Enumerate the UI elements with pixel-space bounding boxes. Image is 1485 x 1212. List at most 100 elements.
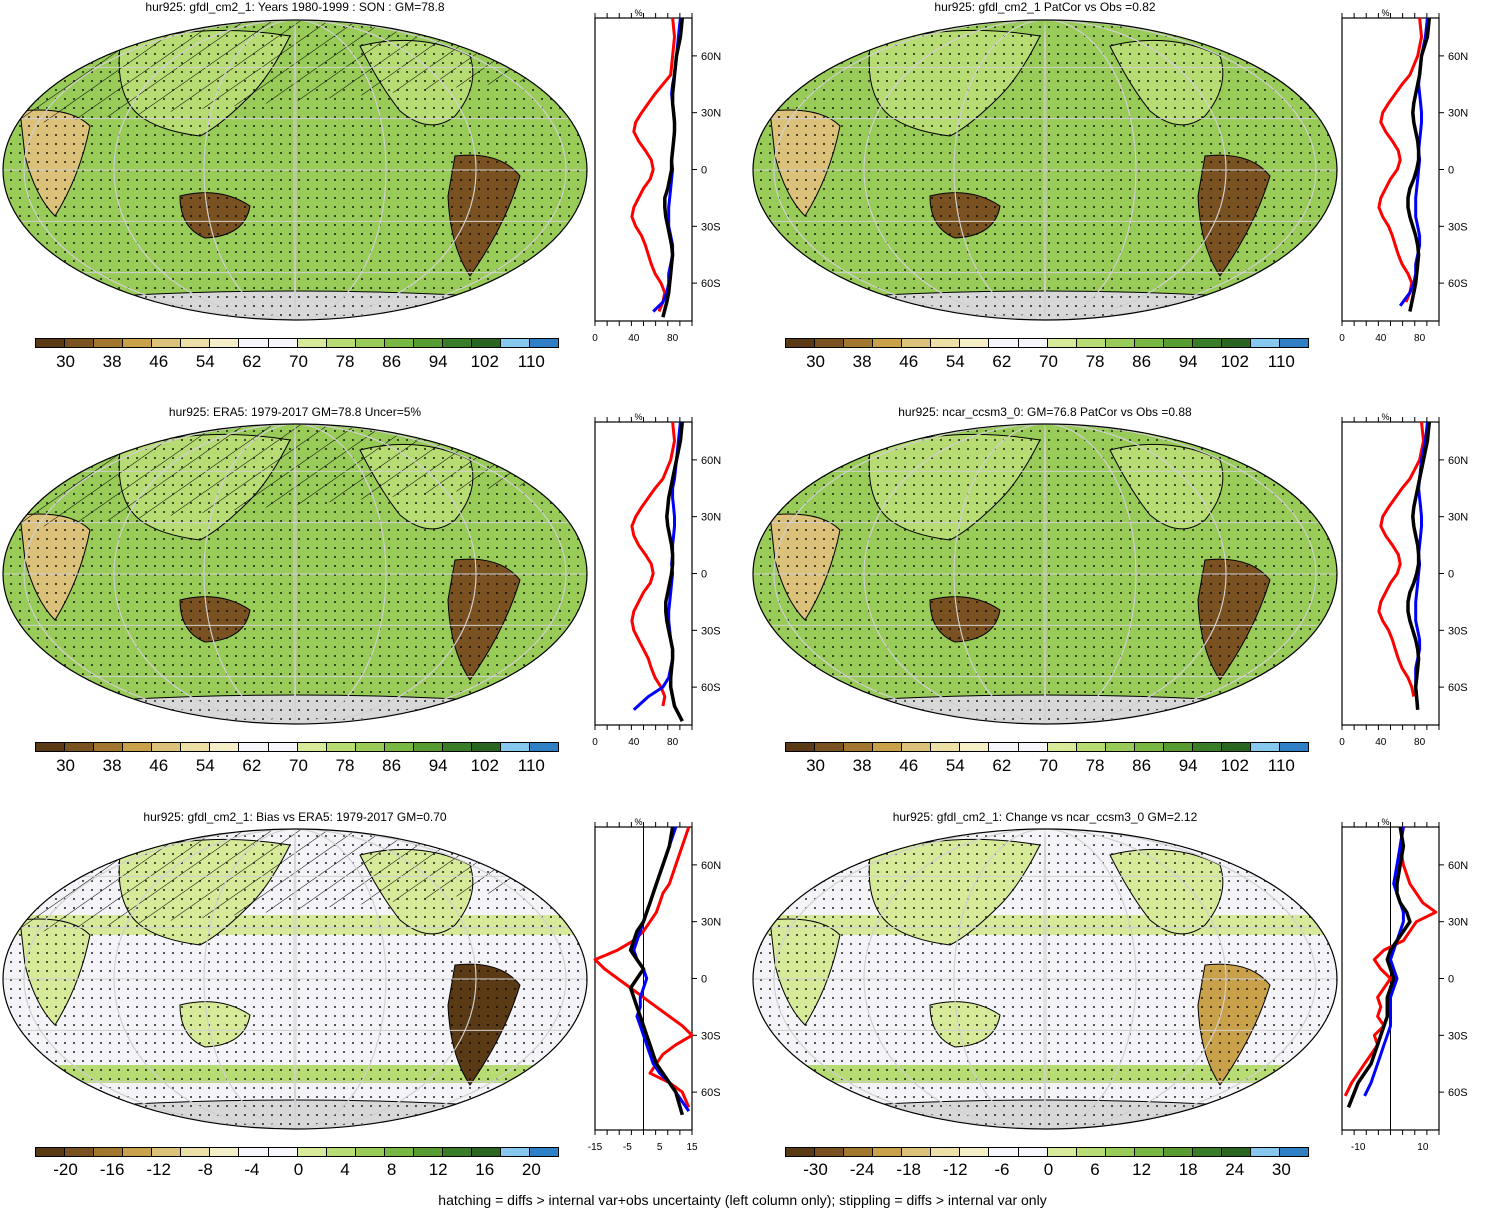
profile-series-black — [664, 421, 685, 723]
colorbar-swatch — [326, 339, 356, 347]
profile-unit: % — [634, 8, 642, 18]
x-tick-label: 15 — [686, 1142, 698, 1153]
graticule-line — [203, 20, 387, 320]
colorbar-swatch — [1192, 743, 1222, 751]
colorbar-swatch — [1076, 743, 1106, 751]
colorbar-tick-label: 94 — [428, 756, 448, 775]
colorbar-tick-label: 102 — [470, 756, 499, 775]
colorbar-tick-label: 30 — [56, 756, 76, 775]
profile-series-red — [593, 826, 694, 1108]
colorbar-tick-label: 62 — [242, 756, 262, 775]
world-map — [2, 423, 588, 725]
colorbar-tick-label: 46 — [149, 352, 169, 371]
panel-title: hur925: gfdl_cm2_1: Years 1980-1999 : SO… — [145, 0, 445, 14]
colorbar-tick-label: 78 — [335, 352, 355, 371]
colorbar-swatch — [931, 339, 961, 347]
colorbar-swatch — [1192, 1148, 1222, 1156]
colorbar-swatch — [902, 339, 932, 347]
colorbar-tick-label: 110 — [1267, 756, 1295, 775]
colorbar-swatch — [989, 339, 1019, 347]
map-border — [752, 828, 1338, 1130]
colorbar-swatch — [1251, 743, 1281, 751]
x-tick-label: 10 — [1417, 1142, 1429, 1153]
graticule-line — [953, 829, 1137, 1129]
colorbar-swatch — [297, 339, 327, 347]
profile-unit: % — [634, 412, 642, 422]
profile-frame — [1341, 421, 1440, 726]
graticule-line — [953, 424, 1137, 724]
y-tick-label: 60N — [1448, 455, 1468, 467]
colorbar-tick-label: 86 — [1132, 756, 1152, 775]
colorbar-tick-label: 46 — [899, 756, 919, 775]
colorbar — [785, 742, 1309, 752]
colorbar-swatch — [873, 743, 903, 751]
colorbar-tick-label: 24 — [1225, 1160, 1245, 1179]
colorbar-swatch — [152, 743, 182, 751]
x-tick-label: 40 — [1375, 737, 1387, 748]
x-tick-label: 80 — [1414, 333, 1426, 344]
colorbar-swatch — [210, 339, 240, 347]
x-tick-label: 40 — [628, 737, 640, 748]
colorbar-swatch — [268, 339, 298, 347]
colorbar-swatch — [239, 339, 269, 347]
colorbar-tick-label: 78 — [1085, 756, 1105, 775]
y-tick-label: 60N — [1448, 860, 1468, 872]
graticule-line — [113, 424, 477, 724]
graticule-line — [23, 424, 567, 724]
x-tick-label: 80 — [1414, 737, 1426, 748]
profile-series-black — [1406, 17, 1432, 312]
graticule-line — [863, 424, 1227, 724]
colorbar-swatch — [786, 743, 816, 751]
colorbar-swatch — [1221, 743, 1251, 751]
graticule-line — [203, 424, 387, 724]
colorbar-tick-label: 38 — [102, 756, 122, 775]
colorbar-tick-label: 110 — [517, 352, 545, 371]
footer-note: hatching = diffs > internal var+obs unce… — [438, 1192, 1047, 1208]
colorbar-tick-label: 62 — [992, 756, 1012, 775]
colorbar-swatch — [413, 743, 443, 751]
colorbar-tick-label: 110 — [517, 756, 545, 775]
y-tick-label: 30N — [1448, 917, 1468, 929]
colorbar-swatch — [1105, 743, 1135, 751]
colorbar-tick-label: 12 — [1132, 1160, 1152, 1179]
hatching — [3, 829, 587, 935]
graticule-line — [203, 829, 387, 1129]
x-tick-label: -5 — [623, 1142, 632, 1153]
colorbar-swatch — [442, 1148, 472, 1156]
panel-title: hur925: ERA5: 1979-2017 GM=78.8 Uncer=5% — [168, 405, 422, 419]
map-border — [2, 423, 588, 725]
colorbar-swatch — [181, 1148, 211, 1156]
graticule-line — [113, 20, 477, 320]
colorbar-tick-label: 102 — [1220, 756, 1249, 775]
panel-title: hur925: gfdl_cm2_1: Change vs ncar_ccsm3… — [892, 810, 1198, 824]
colorbar-tick-label: 4 — [340, 1160, 350, 1179]
colorbar-swatch — [1163, 339, 1193, 347]
colorbar-swatch — [36, 339, 66, 347]
colorbar-tick-label: 46 — [899, 352, 919, 371]
y-tick-label: 60S — [1448, 1087, 1468, 1099]
colorbar-tick-label: -8 — [197, 1160, 213, 1179]
world-map — [752, 19, 1338, 321]
map-border — [752, 423, 1338, 725]
colorbar-swatch — [902, 1148, 932, 1156]
colorbar-tick-label: 30 — [806, 756, 826, 775]
colorbar-swatch — [844, 1148, 874, 1156]
colorbar-swatch — [384, 1148, 414, 1156]
colorbar-swatch — [1221, 339, 1251, 347]
colorbar-swatch — [65, 1148, 95, 1156]
hatching — [3, 20, 587, 126]
zonal-mean-profile: % 60N 30N 0 30S 60S 0 40 80 — [592, 412, 721, 748]
x-tick-label: 5 — [657, 1142, 663, 1153]
zonal-mean-profile: % 60N 30N 0 30S 60S 0 40 80 — [1339, 8, 1468, 344]
colorbar-swatch — [123, 743, 153, 751]
graticule-line — [773, 424, 1317, 724]
colorbar-swatch — [1134, 743, 1164, 751]
graticule-line — [293, 424, 297, 724]
y-tick-label: 0 — [701, 974, 707, 986]
colorbar-tick-label: 8 — [386, 1160, 397, 1179]
world-map — [752, 828, 1338, 1130]
colorbar-swatch — [355, 339, 385, 347]
profile-unit: % — [1381, 8, 1389, 18]
colorbar-swatch — [355, 1148, 385, 1156]
colorbar-swatch — [268, 1148, 298, 1156]
